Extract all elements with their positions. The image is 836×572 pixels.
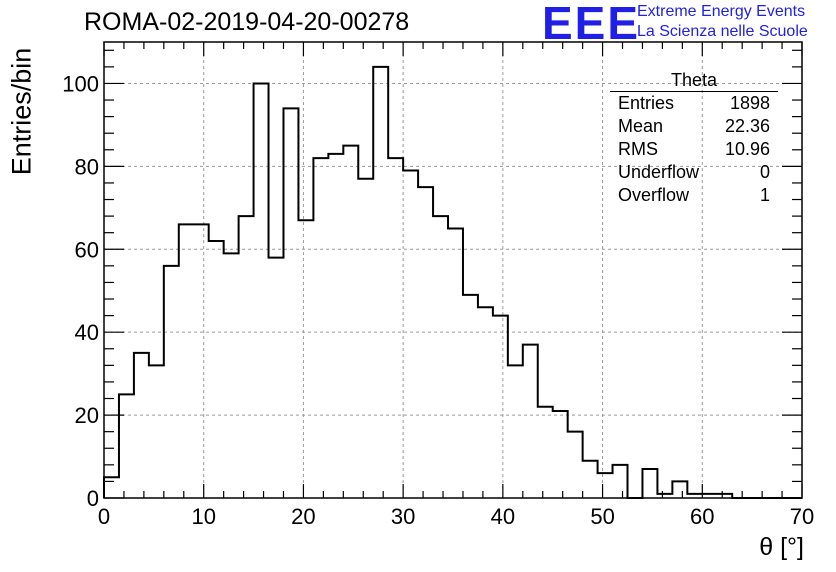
y-tick-label: 40 [75,320,99,345]
stats-label: Entries [618,93,675,113]
stats-value: 0 [759,162,770,182]
logo-caption: Extreme Energy Events La Scienza nelle S… [637,2,808,42]
stats-row-entries: Entries 1898 [610,92,778,115]
stats-value: 1 [759,185,770,205]
y-axis-label: Entries/bin [6,47,37,176]
grid-lines [104,42,802,498]
y-tick-label: 20 [75,403,99,428]
logo-line-1: Extreme Energy Events [637,3,806,20]
x-tick-label: 70 [790,504,814,529]
y-tick-label: 80 [75,154,99,179]
axis-ticks [103,42,803,499]
x-tick-label: 30 [391,504,415,529]
stats-value: 10.96 [724,139,770,159]
x-tick-label: 50 [590,504,614,529]
x-tick-label: 10 [191,504,215,529]
logo-line-2: La Scienza nelle Scuole [637,23,808,40]
x-axis-label: θ [°] [759,533,804,561]
stats-row-mean: Mean 22.36 [610,115,778,138]
y-tick-label: 0 [87,486,99,511]
plot-frame [103,41,803,499]
x-tick-label: 0 [98,504,110,529]
x-tick-label: 60 [690,504,714,529]
x-tick-label: 40 [491,504,515,529]
stats-row-rms: RMS 10.96 [610,138,778,161]
eee-logo: EEE [542,0,641,49]
stats-label: Underflow [618,162,700,182]
stats-value: 1898 [729,93,770,113]
stats-box: Theta Entries 1898 Mean 22.36 RMS 10.96 … [610,70,778,207]
x-tick-label: 20 [291,504,315,529]
chart-title: ROMA-02-2019-04-20-00278 [84,8,410,36]
y-tick-label: 60 [75,237,99,262]
stats-label: RMS [618,139,658,159]
stats-value: 22.36 [724,116,770,136]
stats-title: Theta [610,70,778,92]
y-tick-label: 100 [62,71,99,96]
stats-label: Overflow [618,185,690,205]
stats-label: Mean [618,116,664,136]
stats-row-overflow: Overflow 1 [610,184,778,207]
stats-row-underflow: Underflow 0 [610,161,778,184]
histogram-line [103,65,802,499]
